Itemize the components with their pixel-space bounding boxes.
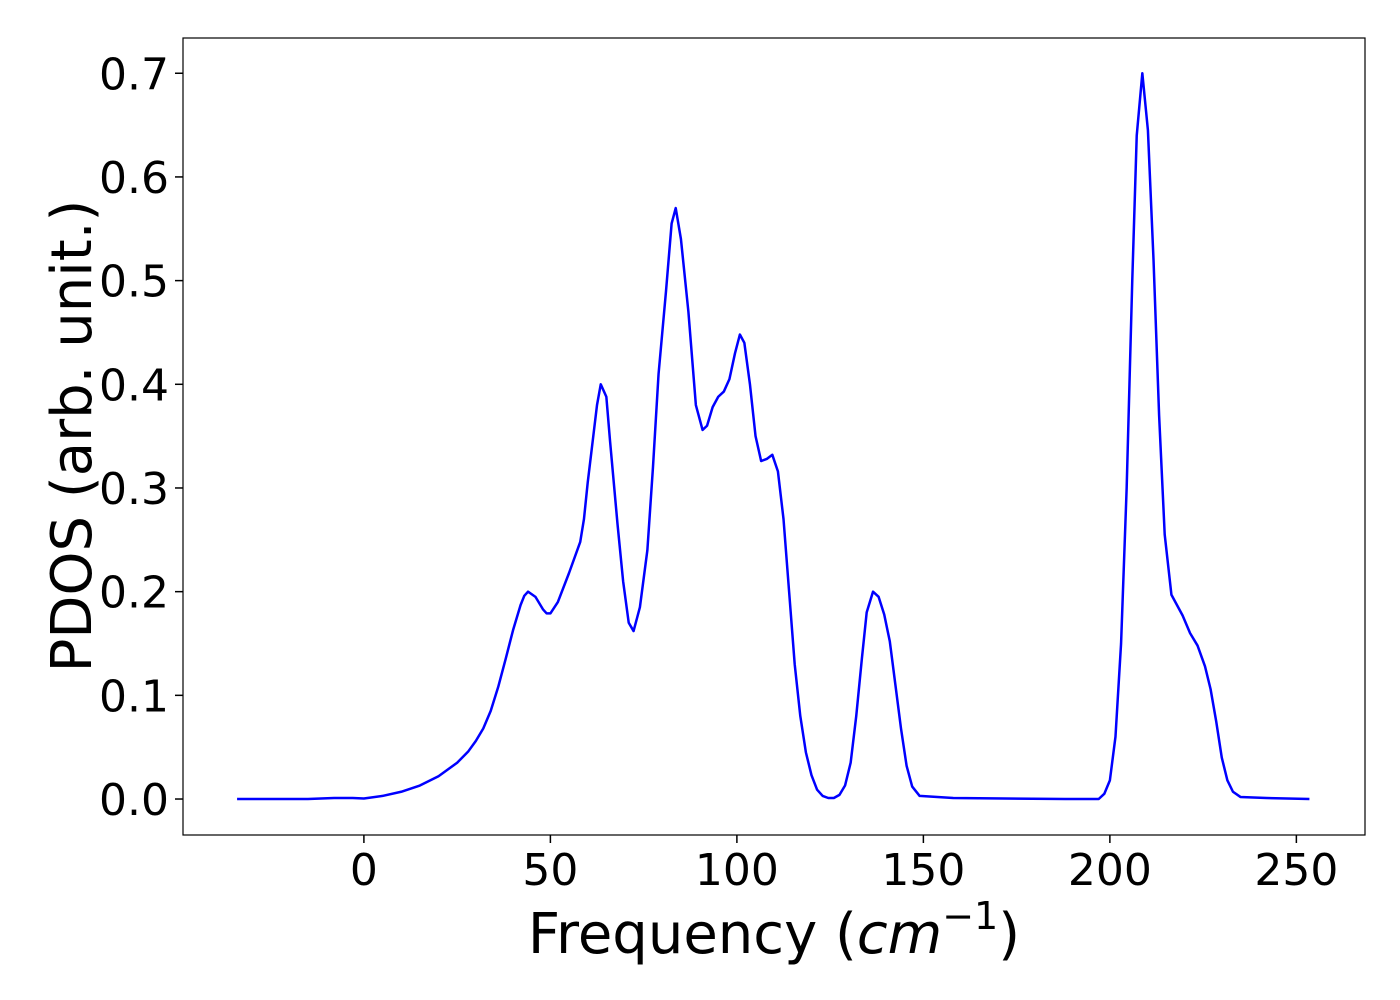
- y-tick-label: 0.4: [99, 360, 169, 411]
- x-tick-label: 150: [881, 845, 965, 896]
- y-tick-label: 0.1: [99, 671, 169, 722]
- x-axis-label: Frequency (cm−1): [528, 894, 1020, 967]
- plot-frame: [182, 37, 1366, 836]
- y-tick-label: 0.3: [99, 464, 169, 515]
- x-tick-label: 200: [1068, 845, 1152, 896]
- x-tick-label: 0: [350, 845, 378, 896]
- y-axis-label: PDOS (arb. unit.): [40, 200, 105, 673]
- x-tick-label: 50: [522, 845, 578, 896]
- y-tick-label: 0.5: [99, 257, 169, 308]
- y-tick-label: 0.6: [99, 153, 169, 204]
- y-tick-label: 0.7: [99, 49, 169, 100]
- x-tick-label: 100: [695, 845, 779, 896]
- y-tick-label: 0.0: [99, 775, 169, 826]
- x-tick-label: 250: [1254, 845, 1338, 896]
- y-tick-label: 0.2: [99, 568, 169, 619]
- data-line: [237, 72, 1310, 801]
